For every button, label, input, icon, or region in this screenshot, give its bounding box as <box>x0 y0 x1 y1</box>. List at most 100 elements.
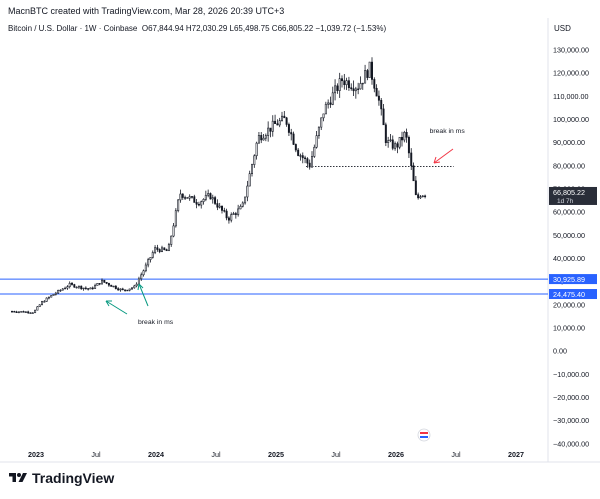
candle-body <box>31 312 34 314</box>
candle-body <box>364 70 367 84</box>
candle-body <box>140 274 143 280</box>
candle-body <box>47 296 50 299</box>
y-tick-label: 100,000.00 <box>553 115 589 124</box>
candle-body <box>414 180 417 195</box>
price-chart[interactable]: 130,000.00 120,000.00 110,000.00 100,000.00… <box>0 0 600 470</box>
candle-body <box>15 311 18 313</box>
annotation-break-in-ms-bottom[interactable]: break in ms <box>138 319 174 326</box>
candle-body <box>161 247 163 252</box>
last-price-badge <box>549 186 597 205</box>
candle-body <box>82 287 85 290</box>
candle-body <box>223 210 226 212</box>
x-tick-label: Jul <box>91 450 101 459</box>
candle-body <box>347 80 350 89</box>
green-arrow-head-left <box>105 300 112 307</box>
x-tick-label: Jul <box>331 450 341 459</box>
candle-body <box>17 311 20 313</box>
tradingview-logo-icon <box>9 473 27 482</box>
candle-body <box>329 102 332 105</box>
candle-body <box>94 285 97 289</box>
candle-body <box>202 199 205 202</box>
candle-body <box>311 156 313 168</box>
y-tick-label: 110,000.00 <box>553 92 588 101</box>
candle-body <box>262 137 265 141</box>
candle-body <box>119 288 122 291</box>
support-level-label: 24,475.40 <box>553 290 585 299</box>
candle-body <box>283 115 286 119</box>
candle-body <box>401 136 403 141</box>
candle-body <box>137 278 140 285</box>
open-label: O <box>141 24 149 33</box>
red-arrow-shaft[interactable] <box>433 148 454 164</box>
candle-body <box>264 135 267 139</box>
symbol-name[interactable]: Bitcoin / U.S. Dollar · 1W · Coinbase <box>8 24 138 33</box>
candle-body <box>405 132 408 138</box>
candle-body <box>96 283 99 286</box>
candle-body <box>34 309 37 314</box>
candle-body <box>267 127 270 136</box>
y-tick-label: 80,000.00 <box>553 161 585 170</box>
candle-body <box>336 85 339 91</box>
candle-body <box>66 286 69 289</box>
candle-body <box>75 286 78 289</box>
support-level-badge <box>549 274 597 285</box>
y-tick-label: 130,000.00 <box>553 46 589 55</box>
candle-body <box>274 120 277 125</box>
candle-body <box>11 311 13 313</box>
candle-body <box>191 196 193 198</box>
candle-body <box>151 252 154 258</box>
low-label: L <box>229 24 234 33</box>
symbol-legend[interactable]: Bitcoin / U.S. Dollar · 1W · Coinbase O6… <box>8 24 386 33</box>
candle-body <box>412 165 415 182</box>
candle-body <box>126 289 129 292</box>
candle-body <box>144 264 147 272</box>
candle-body <box>292 133 295 145</box>
candle-body <box>133 285 136 289</box>
candle-body <box>331 92 334 105</box>
candle-body <box>313 146 316 157</box>
author-line: MacnBTC created with TradingView.com, Ma… <box>8 6 285 16</box>
candle-body <box>179 193 182 201</box>
candle-body <box>317 126 320 136</box>
candle-body <box>417 194 420 199</box>
x-tick-label: 2023 <box>28 450 44 459</box>
candle-body <box>241 202 244 207</box>
candle-body <box>188 196 191 199</box>
green-arrow-shaft-left[interactable] <box>105 300 128 315</box>
candle-body <box>230 214 233 221</box>
candle-body <box>131 287 133 290</box>
candle-body <box>84 287 87 290</box>
candle-body <box>322 113 325 119</box>
annotation-break-in-ms-top[interactable]: break in ms <box>430 128 466 135</box>
candle-body <box>357 88 360 90</box>
high-value: 72,030.29 <box>191 24 228 33</box>
y-tick-label: 90,000.00 <box>553 138 585 147</box>
candle-body <box>24 311 27 313</box>
candle-body <box>403 132 406 141</box>
candle-body <box>387 140 390 144</box>
open-value: 67,844.94 <box>148 24 184 33</box>
candle-body <box>13 311 16 313</box>
candle-body <box>110 284 113 287</box>
candle-body <box>366 70 369 78</box>
green-arrow-shaft-right[interactable] <box>138 283 149 307</box>
candle-body <box>121 288 124 291</box>
candle-body <box>20 311 23 313</box>
candle-body <box>211 197 214 200</box>
candle-body <box>101 279 103 285</box>
currency-label[interactable]: USD <box>554 24 571 33</box>
candle-body <box>421 195 424 198</box>
y-tick-label: 120,000.00 <box>553 69 589 78</box>
low-value: 65,498.75 <box>233 24 270 33</box>
change-value: −1,039.72 (−1.53%) <box>315 24 387 33</box>
candle-body <box>294 144 297 151</box>
candle-body <box>257 135 260 144</box>
candle-body <box>352 88 355 92</box>
candle-body <box>382 108 385 126</box>
candle-body <box>87 288 90 290</box>
candle-body <box>308 162 311 168</box>
candle-body <box>195 202 198 205</box>
candle-body <box>304 157 307 159</box>
support-level-label: 30,925.89 <box>553 275 585 284</box>
candle-body <box>214 197 217 204</box>
